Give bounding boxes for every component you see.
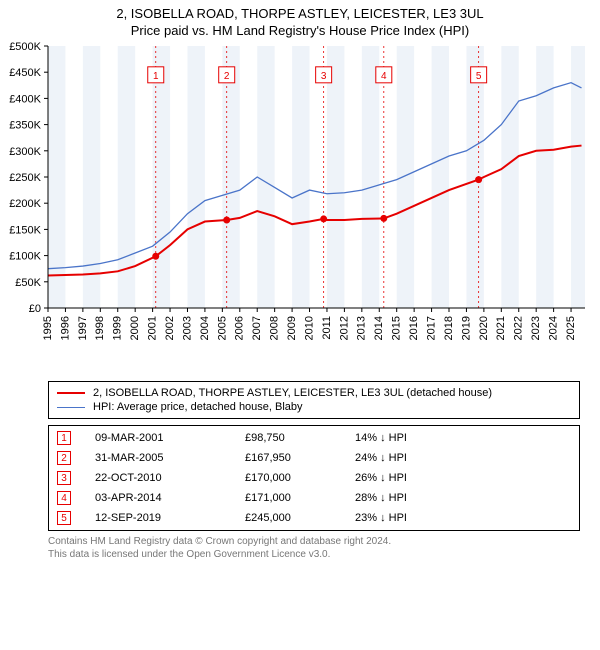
svg-text:2010: 2010 <box>303 316 315 340</box>
svg-text:£0: £0 <box>29 303 41 315</box>
svg-text:2016: 2016 <box>408 316 420 340</box>
svg-text:1996: 1996 <box>59 316 71 340</box>
sale-date: 03-APR-2014 <box>95 492 245 504</box>
svg-text:2021: 2021 <box>495 316 507 340</box>
svg-text:2002: 2002 <box>164 316 176 340</box>
sale-marker-num: 1 <box>153 71 159 82</box>
svg-text:£100K: £100K <box>9 251 41 263</box>
svg-text:2011: 2011 <box>321 316 333 340</box>
footer-line1: Contains HM Land Registry data © Crown c… <box>48 535 580 548</box>
chart-area: £0 £50K £100K £150K £200K £250K £300K £350K £400… <box>0 38 600 373</box>
sale-marker-num: 3 <box>321 71 327 82</box>
svg-text:£250K: £250K <box>9 172 41 184</box>
sale-dot <box>320 215 327 222</box>
legend-box: 2, ISOBELLA ROAD, THORPE ASTLEY, LEICEST… <box>48 381 580 419</box>
sale-date: 22-OCT-2010 <box>95 472 245 484</box>
price-chart: £0 £50K £100K £150K £200K £250K £300K £350K £400… <box>0 38 600 368</box>
sale-price: £171,000 <box>245 492 355 504</box>
sales-table: 1 09-MAR-2001£98,75014% ↓ HPI 2 31-MAR-2005… <box>48 425 580 531</box>
svg-text:1998: 1998 <box>94 316 106 340</box>
table-row: 2 31-MAR-2005£167,95024% ↓ HPI <box>49 448 579 468</box>
svg-text:2018: 2018 <box>443 316 455 340</box>
sale-hpi-diff: 23% ↓ HPI <box>355 512 407 524</box>
footer-line2: This data is licensed under the Open Gov… <box>48 548 580 561</box>
sale-badge: 5 <box>57 511 71 525</box>
svg-text:2003: 2003 <box>181 316 193 340</box>
svg-text:1997: 1997 <box>77 316 89 340</box>
sale-date: 12-SEP-2019 <box>95 512 245 524</box>
svg-text:2015: 2015 <box>391 316 403 340</box>
svg-text:£450K: £450K <box>9 67 41 79</box>
table-row: 1 09-MAR-2001£98,75014% ↓ HPI <box>49 428 579 448</box>
svg-text:2014: 2014 <box>373 316 385 340</box>
svg-text:2001: 2001 <box>147 316 159 340</box>
svg-text:2013: 2013 <box>356 316 368 340</box>
sale-marker-num: 5 <box>476 71 482 82</box>
sale-price: £167,950 <box>245 452 355 464</box>
sale-badge: 1 <box>57 431 71 445</box>
svg-text:2022: 2022 <box>513 316 525 340</box>
table-row: 3 22-OCT-2010£170,00026% ↓ HPI <box>49 468 579 488</box>
svg-text:£200K: £200K <box>9 198 41 210</box>
svg-text:£400K: £400K <box>9 93 41 105</box>
legend-item: 2, ISOBELLA ROAD, THORPE ASTLEY, LEICEST… <box>57 386 571 400</box>
svg-text:2000: 2000 <box>129 316 141 340</box>
table-row: 4 03-APR-2014£171,00028% ↓ HPI <box>49 488 579 508</box>
svg-text:2009: 2009 <box>286 316 298 340</box>
sale-badge: 3 <box>57 471 71 485</box>
sale-dot <box>380 215 387 222</box>
sale-price: £98,750 <box>245 432 355 444</box>
svg-text:£350K: £350K <box>9 120 41 132</box>
footer-attribution: Contains HM Land Registry data © Crown c… <box>48 535 580 561</box>
legend-label: 2, ISOBELLA ROAD, THORPE ASTLEY, LEICEST… <box>93 387 492 399</box>
sale-badge: 2 <box>57 451 71 465</box>
chart-titles: 2, ISOBELLA ROAD, THORPE ASTLEY, LEICEST… <box>0 0 600 38</box>
svg-text:1995: 1995 <box>42 316 54 340</box>
svg-text:2017: 2017 <box>425 316 437 340</box>
svg-text:2024: 2024 <box>548 316 560 340</box>
svg-text:£50K: £50K <box>15 277 41 289</box>
sale-date: 09-MAR-2001 <box>95 432 245 444</box>
sale-hpi-diff: 26% ↓ HPI <box>355 472 407 484</box>
sale-dot <box>152 253 159 260</box>
title-subtitle: Price paid vs. HM Land Registry's House … <box>0 23 600 38</box>
sale-marker-num: 2 <box>224 71 230 82</box>
svg-text:2019: 2019 <box>460 316 472 340</box>
sale-dot <box>475 176 482 183</box>
legend-swatch <box>57 392 85 394</box>
sale-hpi-diff: 24% ↓ HPI <box>355 452 407 464</box>
svg-text:2005: 2005 <box>216 316 228 340</box>
sale-price: £245,000 <box>245 512 355 524</box>
legend-label: HPI: Average price, detached house, Blab… <box>93 401 303 413</box>
sale-badge: 4 <box>57 491 71 505</box>
svg-text:2012: 2012 <box>338 316 350 340</box>
svg-text:2020: 2020 <box>478 316 490 340</box>
legend-swatch <box>57 407 85 408</box>
sale-date: 31-MAR-2005 <box>95 452 245 464</box>
svg-text:£500K: £500K <box>9 41 41 53</box>
sale-hpi-diff: 14% ↓ HPI <box>355 432 407 444</box>
table-row: 5 12-SEP-2019£245,00023% ↓ HPI <box>49 508 579 528</box>
svg-text:£300K: £300K <box>9 146 41 158</box>
title-address: 2, ISOBELLA ROAD, THORPE ASTLEY, LEICEST… <box>0 6 600 21</box>
page-container: 2, ISOBELLA ROAD, THORPE ASTLEY, LEICEST… <box>0 0 600 561</box>
legend-item: HPI: Average price, detached house, Blab… <box>57 400 571 414</box>
sale-price: £170,000 <box>245 472 355 484</box>
svg-text:2004: 2004 <box>199 316 211 340</box>
sale-dot <box>223 216 230 223</box>
svg-text:£150K: £150K <box>9 224 41 236</box>
svg-text:2006: 2006 <box>234 316 246 340</box>
sale-hpi-diff: 28% ↓ HPI <box>355 492 407 504</box>
svg-text:2025: 2025 <box>565 316 577 340</box>
sale-marker-num: 4 <box>381 71 387 82</box>
svg-text:1999: 1999 <box>112 316 124 340</box>
svg-text:2023: 2023 <box>530 316 542 340</box>
svg-text:2007: 2007 <box>251 316 263 340</box>
svg-text:2008: 2008 <box>269 316 281 340</box>
